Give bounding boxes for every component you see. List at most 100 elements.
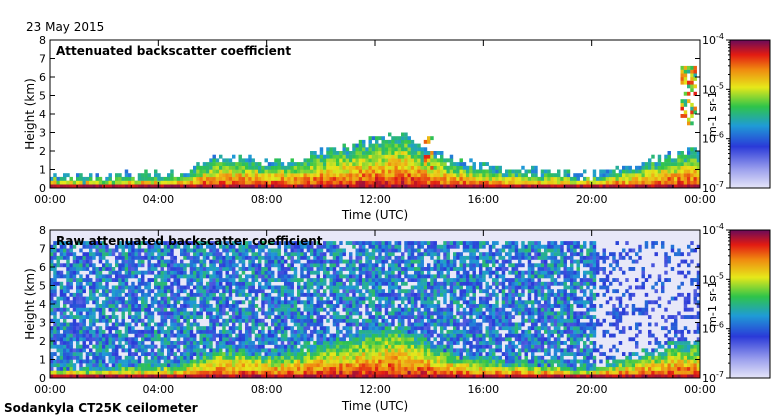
heatmap-cell	[423, 165, 428, 170]
heatmap-cell	[261, 241, 265, 245]
heatmap-cell	[277, 184, 281, 189]
heatmap-cell	[222, 366, 226, 371]
heatmap-cell	[381, 304, 385, 308]
heatmap-cell	[284, 281, 288, 286]
heatmap-cell	[134, 322, 138, 327]
heatmap-cell	[59, 337, 64, 342]
heatmap-cell	[167, 337, 171, 342]
heatmap-cell	[251, 173, 255, 178]
heatmap-cell	[118, 344, 122, 349]
heatmap-cell	[391, 165, 395, 170]
heatmap-cell	[238, 169, 242, 174]
heatmap-cell	[186, 348, 190, 353]
heatmap-cell	[381, 184, 385, 189]
heatmap-cell	[384, 154, 389, 159]
heatmap-cell	[92, 255, 96, 260]
heatmap-cell	[170, 370, 174, 375]
heatmap-cell	[271, 259, 275, 264]
heatmap-cell	[596, 176, 600, 181]
heatmap-cell	[76, 315, 80, 319]
heatmap-cell	[550, 180, 554, 185]
heatmap-cell	[332, 289, 337, 294]
heatmap-cell	[300, 263, 304, 268]
heatmap-cell	[245, 359, 249, 364]
heatmap-cell	[95, 278, 99, 282]
heatmap-cell	[375, 374, 379, 379]
heatmap-cell	[381, 326, 385, 331]
heatmap-cell	[267, 374, 272, 379]
heatmap-cell	[368, 366, 372, 371]
heatmap-cell	[680, 162, 684, 166]
heatmap-cell	[66, 344, 70, 349]
heatmap-cell	[72, 259, 77, 264]
heatmap-cell	[82, 359, 86, 364]
heatmap-cell	[349, 322, 353, 327]
heatmap-cell	[102, 348, 106, 353]
heatmap-cell	[482, 180, 486, 185]
heatmap-cell	[56, 348, 60, 353]
heatmap-cell	[384, 307, 389, 312]
heatmap-cell	[368, 352, 372, 356]
heatmap-cell	[173, 311, 177, 316]
heatmap-cell	[212, 241, 216, 245]
heatmap-cell	[92, 318, 96, 323]
heatmap-cell	[378, 341, 382, 345]
heatmap-cell	[365, 184, 369, 189]
heatmap-cell	[378, 366, 382, 371]
heatmap-cell	[251, 267, 255, 271]
heatmap-cell	[436, 176, 441, 181]
heatmap-cell	[173, 344, 177, 349]
heatmap-cell	[199, 169, 203, 174]
heatmap-cell	[404, 296, 408, 301]
heatmap-cell	[261, 329, 265, 334]
heatmap-cell	[498, 165, 502, 170]
heatmap-cell	[56, 263, 60, 268]
heatmap-cell	[628, 169, 632, 174]
heatmap-cell	[160, 176, 164, 181]
heatmap-cell	[72, 274, 77, 279]
heatmap-cell	[225, 344, 229, 349]
heatmap-cell	[378, 259, 382, 264]
heatmap-cell	[388, 355, 392, 360]
heatmap-cell	[238, 267, 242, 271]
heatmap-cell	[339, 296, 343, 301]
heatmap-cell	[63, 285, 67, 290]
heatmap-cell	[349, 329, 353, 334]
heatmap-cell	[89, 248, 93, 253]
heatmap-cell	[141, 289, 145, 294]
heatmap-cell	[388, 143, 392, 148]
heatmap-cell	[397, 180, 402, 185]
heatmap-cell	[215, 355, 220, 360]
heatmap-cell	[329, 176, 333, 181]
heatmap-cell	[105, 322, 109, 327]
heatmap-cell	[375, 366, 379, 371]
heatmap-cell	[209, 307, 213, 312]
heatmap-cell	[147, 292, 151, 297]
heatmap-cell	[391, 318, 395, 323]
heatmap-cell	[332, 255, 337, 260]
heatmap-cell	[368, 337, 372, 342]
heatmap-cell	[245, 318, 249, 323]
heatmap-cell	[98, 241, 103, 245]
heatmap-cell	[310, 337, 314, 342]
heatmap-cell	[209, 252, 213, 257]
heatmap-cell	[345, 370, 350, 375]
heatmap-cell	[150, 337, 155, 342]
heatmap-cell	[310, 300, 314, 305]
heatmap-cell	[59, 263, 64, 268]
heatmap-cell	[72, 348, 77, 353]
heatmap-cell	[245, 252, 249, 257]
heatmap-cell	[319, 363, 324, 368]
heatmap-cell	[297, 289, 301, 294]
heatmap-cell	[319, 348, 324, 353]
heatmap-cell	[339, 270, 343, 275]
heatmap-cell	[202, 241, 207, 245]
heatmap-cell	[196, 274, 200, 279]
heatmap-cell	[170, 255, 174, 260]
heatmap-cell	[137, 366, 142, 371]
heatmap-cell	[124, 241, 129, 245]
heatmap-cell	[50, 341, 54, 345]
heatmap-cell	[352, 176, 356, 181]
heatmap-cell	[170, 252, 174, 257]
heatmap-cell	[358, 165, 363, 170]
